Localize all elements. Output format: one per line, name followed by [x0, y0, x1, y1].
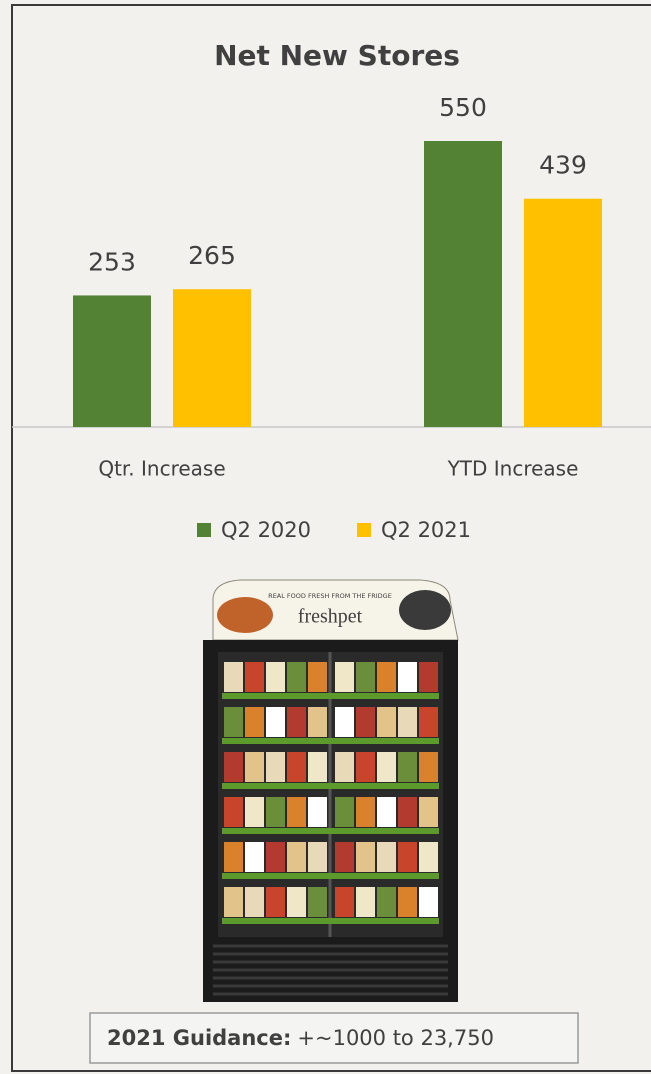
product — [224, 842, 243, 872]
product — [266, 842, 285, 872]
product — [245, 887, 264, 917]
guidance-text: +~1000 to 23,750 — [297, 1026, 494, 1050]
data-label: 265 — [188, 241, 236, 270]
legend-label: Q2 2020 — [221, 518, 311, 542]
product — [266, 797, 285, 827]
x-tick-label: Qtr. Increase — [98, 457, 225, 481]
product — [287, 662, 306, 692]
product — [356, 797, 375, 827]
product — [224, 707, 243, 737]
product — [356, 887, 375, 917]
product — [377, 752, 396, 782]
x-tick-label: YTD Increase — [447, 457, 579, 481]
chart-title: Net New Stores — [214, 39, 460, 72]
product — [398, 707, 417, 737]
data-label: 439 — [539, 151, 587, 180]
shelf-strip — [222, 873, 439, 879]
product — [245, 797, 264, 827]
product — [398, 887, 417, 917]
product — [377, 662, 396, 692]
fridge-brand: freshpet — [298, 606, 363, 628]
product — [377, 707, 396, 737]
bar — [73, 295, 151, 427]
product — [335, 797, 354, 827]
product — [245, 842, 264, 872]
legend-label: Q2 2021 — [381, 518, 471, 542]
fridge: REAL FOOD FRESH FROM THE FRIDGE freshpet — [203, 580, 458, 1002]
product — [287, 842, 306, 872]
product — [287, 707, 306, 737]
bar — [173, 289, 251, 427]
product — [335, 707, 354, 737]
product — [377, 842, 396, 872]
shelf-strip — [222, 783, 439, 789]
bar — [524, 199, 602, 427]
legend-swatch — [357, 523, 371, 537]
product — [356, 752, 375, 782]
product — [398, 662, 417, 692]
product — [266, 662, 285, 692]
shelf-strip — [222, 828, 439, 834]
product — [287, 887, 306, 917]
product — [224, 752, 243, 782]
product — [335, 662, 354, 692]
product — [308, 842, 327, 872]
guidance: 2021 Guidance:+~1000 to 23,750 — [107, 1026, 494, 1050]
fridge-tagline: REAL FOOD FRESH FROM THE FRIDGE — [268, 592, 392, 600]
product — [266, 707, 285, 737]
product — [419, 887, 438, 917]
product — [377, 887, 396, 917]
product — [419, 662, 438, 692]
product — [398, 842, 417, 872]
product — [419, 707, 438, 737]
data-label: 253 — [88, 247, 136, 276]
product — [266, 887, 285, 917]
product — [266, 752, 285, 782]
product — [398, 752, 417, 782]
product — [224, 887, 243, 917]
food-image — [217, 597, 273, 633]
product — [245, 752, 264, 782]
product — [419, 797, 438, 827]
product — [308, 662, 327, 692]
chart: Net New Stores REAL FOOD FRESH FROM THE … — [0, 0, 651, 1074]
product — [356, 707, 375, 737]
product — [419, 752, 438, 782]
product — [308, 752, 327, 782]
legend-swatch — [197, 523, 211, 537]
product — [245, 707, 264, 737]
product — [287, 752, 306, 782]
page: Net New Stores REAL FOOD FRESH FROM THE … — [0, 0, 651, 1074]
product — [398, 797, 417, 827]
guidance-label: 2021 Guidance: — [107, 1026, 291, 1050]
product — [308, 887, 327, 917]
shelf-strip — [222, 693, 439, 699]
bar — [424, 141, 502, 427]
product — [245, 662, 264, 692]
product — [356, 842, 375, 872]
product — [335, 752, 354, 782]
product — [224, 662, 243, 692]
product — [224, 797, 243, 827]
product — [377, 797, 396, 827]
product — [419, 842, 438, 872]
dog-image — [399, 590, 451, 630]
product — [335, 842, 354, 872]
product — [308, 707, 327, 737]
product — [356, 662, 375, 692]
product — [308, 797, 327, 827]
shelf-strip — [222, 918, 439, 924]
shelf-strip — [222, 738, 439, 744]
product — [335, 887, 354, 917]
product — [287, 797, 306, 827]
grille — [213, 946, 448, 994]
data-label: 550 — [439, 93, 487, 122]
